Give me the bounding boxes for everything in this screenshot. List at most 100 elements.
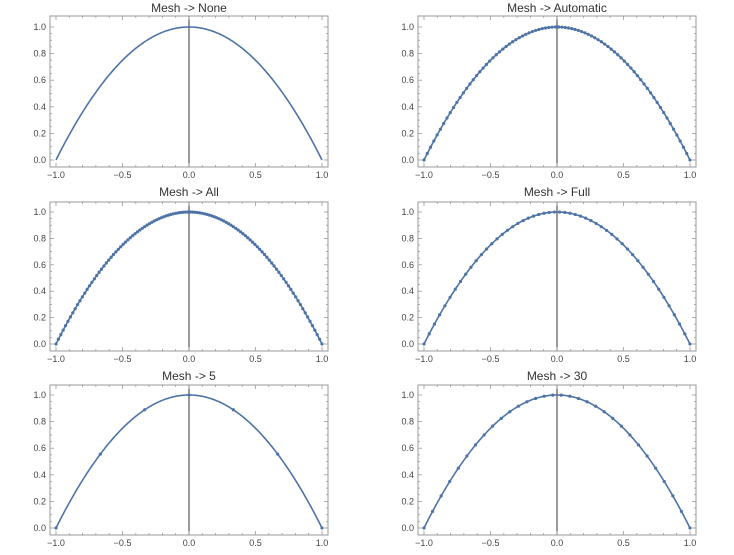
mesh-point [655, 100, 659, 105]
mesh-point [530, 29, 534, 34]
mesh-point [66, 319, 70, 323]
mesh-point [439, 494, 443, 498]
y-tick-label: 0.2 [33, 496, 46, 506]
mesh-point [260, 250, 264, 254]
mesh-point [651, 279, 656, 284]
mesh-point [133, 232, 137, 236]
x-tick-label: 0.5 [249, 538, 262, 548]
y-tick-label: 0.4 [401, 470, 414, 480]
mesh-point [310, 324, 315, 328]
mesh-point [250, 240, 255, 244]
mesh-point [521, 218, 525, 223]
mesh-point [422, 342, 426, 346]
mesh-point [219, 218, 223, 222]
chart-title: Mesh -> 30 [527, 369, 588, 383]
x-tick-label: 0.0 [183, 170, 196, 180]
y-tick-label: 0.2 [33, 128, 46, 138]
mesh-point [604, 228, 609, 232]
mesh-point [573, 212, 577, 217]
y-tick-label: 0.8 [33, 233, 46, 243]
mesh-point [226, 222, 231, 226]
mesh-point [585, 400, 589, 404]
mesh-point [267, 258, 271, 262]
mesh-point [198, 211, 202, 215]
mesh-point [526, 216, 530, 220]
x-tick-label: 0.0 [183, 354, 196, 364]
mesh-point [458, 95, 462, 100]
mesh-point [610, 232, 614, 236]
x-tick-label: −1.0 [415, 538, 433, 548]
mesh-point [514, 38, 518, 42]
mesh-point [594, 404, 598, 408]
mesh-point [453, 287, 457, 291]
mesh-point [589, 34, 594, 38]
mesh-point [474, 259, 478, 263]
y-tick-label: 0.6 [33, 75, 46, 85]
mesh-point [143, 408, 147, 412]
series-line [423, 394, 691, 529]
x-tick-label: −1.0 [415, 354, 433, 364]
mesh-point [71, 311, 75, 315]
mesh-point [306, 315, 310, 319]
mesh-point [662, 111, 666, 115]
mesh-point [258, 247, 262, 251]
mesh-point [596, 38, 600, 42]
mesh-point [505, 228, 510, 232]
chart-title: Mesh -> None [151, 1, 227, 15]
mesh-point [616, 53, 620, 57]
mesh-point [169, 212, 173, 217]
mesh-point [92, 277, 96, 281]
y-tick-label: 0.0 [33, 523, 46, 533]
x-tick-label: 0.5 [617, 170, 630, 180]
mesh-point [491, 424, 495, 428]
mesh-point [589, 218, 593, 223]
mesh-point [95, 273, 99, 278]
mesh-point [524, 32, 528, 36]
mesh-point [632, 70, 636, 74]
y-tick-label: 1.0 [33, 390, 46, 400]
mesh-point [190, 210, 195, 214]
mesh-point [87, 284, 92, 288]
mesh-point [176, 211, 180, 215]
series-line [423, 26, 691, 161]
series-line [423, 211, 691, 345]
x-tick-label: −1.0 [47, 170, 65, 180]
mesh-point [542, 394, 546, 398]
mesh-point [458, 279, 463, 284]
mesh-point [500, 232, 504, 236]
mesh-point [533, 396, 538, 401]
mesh-point [147, 222, 152, 226]
mesh-point [291, 291, 295, 295]
mesh-point [276, 452, 280, 456]
mesh-point [138, 228, 142, 232]
mesh-point [501, 47, 505, 51]
y-tick-label: 0.6 [401, 260, 414, 270]
mesh-point [229, 223, 233, 227]
y-tick-label: 0.6 [33, 260, 46, 270]
mesh-point [114, 250, 118, 254]
mesh-point [315, 333, 319, 337]
mesh-point [534, 28, 538, 33]
mesh-point [234, 226, 238, 230]
mesh-point [551, 393, 555, 397]
mesh-point [286, 284, 291, 288]
mesh-point [186, 210, 190, 214]
mesh-point [566, 26, 571, 30]
mesh-point [568, 211, 572, 215]
mesh-point [73, 307, 77, 311]
y-tick-label: 0.0 [401, 523, 414, 533]
mesh-point [179, 210, 183, 215]
chart-panel: Mesh -> Automatic −1.0 −0.5 0.0 0.5 1.0 0.0 0.2… [401, 1, 697, 180]
mesh-point [430, 509, 435, 513]
chart-title: Mesh -> Full [524, 185, 590, 199]
mesh-point [622, 59, 626, 63]
y-tick-label: 0.4 [33, 470, 46, 480]
x-tick-label: 0.0 [183, 538, 196, 548]
mesh-point [432, 322, 437, 326]
mesh-point [231, 408, 235, 412]
mesh-point [241, 232, 245, 236]
mesh-point [645, 86, 649, 90]
mesh-point [54, 526, 58, 530]
mesh-point [685, 151, 689, 156]
mesh-point [641, 265, 645, 269]
